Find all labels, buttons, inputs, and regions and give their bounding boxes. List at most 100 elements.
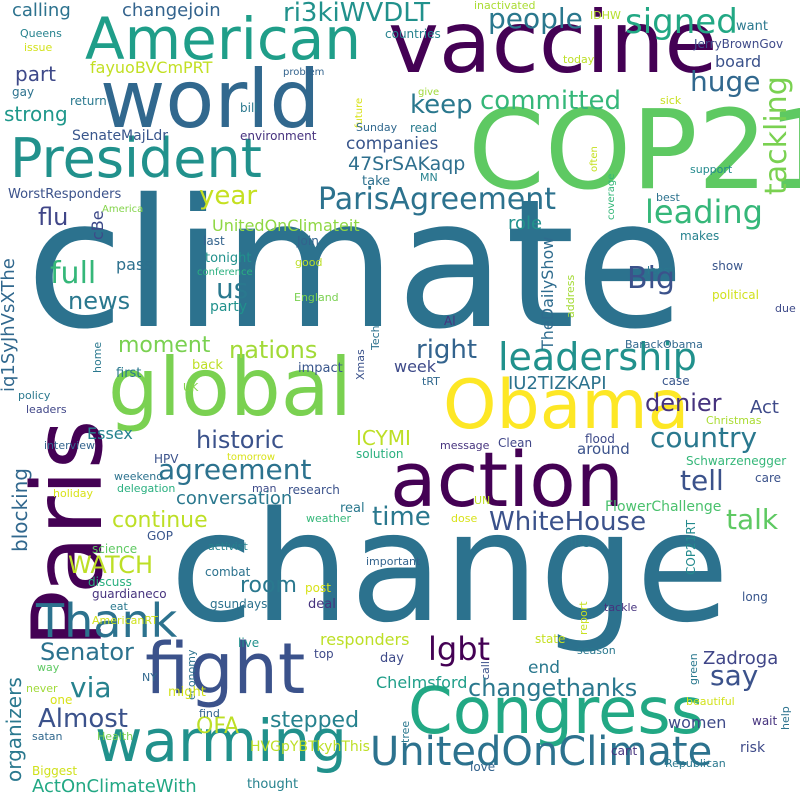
word-risk: risk xyxy=(740,740,766,756)
word-changejoin: changejoin xyxy=(122,0,221,21)
word-best: best xyxy=(656,191,680,204)
word-one: one xyxy=(50,693,73,707)
word-world: world xyxy=(100,53,321,146)
word-full: full xyxy=(50,256,97,291)
word-unitedonclimateit: UnitedOnClimateit xyxy=(212,216,360,235)
word-congress: Congress xyxy=(408,675,704,749)
word-chelmsford: Chelmsford xyxy=(376,673,468,692)
word-due: due xyxy=(775,302,796,315)
word-combat: combat xyxy=(205,565,251,579)
word-historic: historic xyxy=(196,426,285,454)
word-eat: eat xyxy=(110,600,128,613)
word-party: party xyxy=(210,299,247,315)
word-dose: dose xyxy=(451,512,478,525)
word-whitehouse: WhiteHouse xyxy=(489,507,647,537)
word-state: state xyxy=(535,632,566,646)
word-activist: activist xyxy=(208,540,248,553)
word-top: top xyxy=(314,647,334,661)
word-cop21: COP21 xyxy=(468,86,800,214)
word-least: least xyxy=(647,264,674,277)
word-never: never xyxy=(26,682,58,695)
word-home: home xyxy=(91,341,104,373)
word-want: want xyxy=(736,19,768,34)
word-agreement: agreement xyxy=(158,453,312,486)
word-senatemajldr: SenateMajLdr xyxy=(72,128,169,144)
word-schwarzenegger: Schwarzenegger xyxy=(686,454,787,468)
word-might: might xyxy=(168,685,206,700)
word-research: research xyxy=(288,483,340,497)
word-change: change xyxy=(170,479,730,656)
word-day: day xyxy=(380,651,404,666)
word-report: report xyxy=(577,601,590,635)
word-deal: deal xyxy=(308,597,336,612)
word-gop: GOP xyxy=(147,529,173,543)
word-denier: denier xyxy=(645,389,722,417)
word-iu2tizkapi: IU2TIZKAPI xyxy=(508,373,607,394)
word-last: last xyxy=(203,234,225,248)
word-board: board xyxy=(715,52,762,71)
word-inactivated: inactivated xyxy=(474,0,536,12)
word-organizers: organizers xyxy=(2,677,26,782)
word-news: news xyxy=(68,287,131,315)
word-senator: Senator xyxy=(40,638,134,666)
word-important: important xyxy=(366,555,421,568)
word-environment: environment xyxy=(240,129,317,143)
word-life: life xyxy=(570,536,590,551)
word-case: case xyxy=(662,374,690,388)
word-often: often xyxy=(589,146,600,172)
word-tomorrow: tomorrow xyxy=(227,452,276,463)
word-tree: tree xyxy=(399,720,412,743)
word-long: long xyxy=(742,590,768,604)
word-americanrt: AmericanRT xyxy=(92,614,158,627)
word-year: year xyxy=(199,181,258,211)
word-beautiful: beautiful xyxy=(686,695,735,708)
word-lgbt: lgbt xyxy=(428,630,491,668)
word-gsundays: gsundays xyxy=(210,597,268,611)
word-pass: pass xyxy=(116,255,153,274)
word-time: time xyxy=(372,502,431,532)
word-global: global xyxy=(108,341,352,434)
word-flu: flu xyxy=(38,203,69,231)
word-problem: problem xyxy=(283,67,325,78)
word-leading: leading xyxy=(645,193,763,231)
word-thedailyshow: TheDailyShow xyxy=(538,236,557,350)
word-changethanks: changethanks xyxy=(468,674,638,702)
word-part: part xyxy=(15,62,57,86)
word-right: right xyxy=(416,335,478,365)
word-discuss: discuss xyxy=(88,575,132,589)
word-signed: signed xyxy=(625,2,738,42)
word-conference: conference xyxy=(197,267,253,278)
word-flowerchallenge: FlowerChallenge xyxy=(605,499,722,515)
word-queens: Queens xyxy=(20,27,62,40)
word-companies: companies xyxy=(346,134,439,154)
word-big: Big xyxy=(627,261,675,296)
word-cbe: cBe xyxy=(88,210,107,240)
word-leadership: leadership xyxy=(498,335,697,379)
word-message: message xyxy=(440,439,490,452)
word-health: Health xyxy=(97,730,134,743)
word-obama: Obama xyxy=(443,366,690,445)
word-man: man xyxy=(252,482,277,495)
word-wait: wait xyxy=(752,714,778,728)
word-week: week xyxy=(394,357,437,376)
word-policy: policy xyxy=(18,389,51,402)
word-keep: keep xyxy=(410,90,473,120)
word-icymi: ICYMI xyxy=(356,426,411,450)
word-tell: tell xyxy=(680,464,724,497)
word-actonclimatewith: ActOnClimateWith xyxy=(32,776,197,797)
word-coverage: coverage xyxy=(606,173,617,220)
word-end: end xyxy=(528,658,561,678)
word-cop21rt: COP21RT xyxy=(684,519,698,575)
word-via: via xyxy=(70,671,112,704)
word-role: role xyxy=(508,213,543,234)
word-jerrybrowngov: JerryBrownGov xyxy=(694,37,784,51)
word-tackling: tackling xyxy=(759,76,794,195)
word-around: around xyxy=(577,440,630,458)
word-women: women xyxy=(668,713,727,732)
word-join: Join xyxy=(297,234,319,248)
word-political: political xyxy=(712,288,759,302)
word-nations: nations xyxy=(229,336,318,364)
word-america: America xyxy=(102,204,144,215)
word-xmas: Xmas xyxy=(354,349,367,380)
word-hvgpybtkyhthis: HVGpYBTkyhThis xyxy=(250,739,370,755)
